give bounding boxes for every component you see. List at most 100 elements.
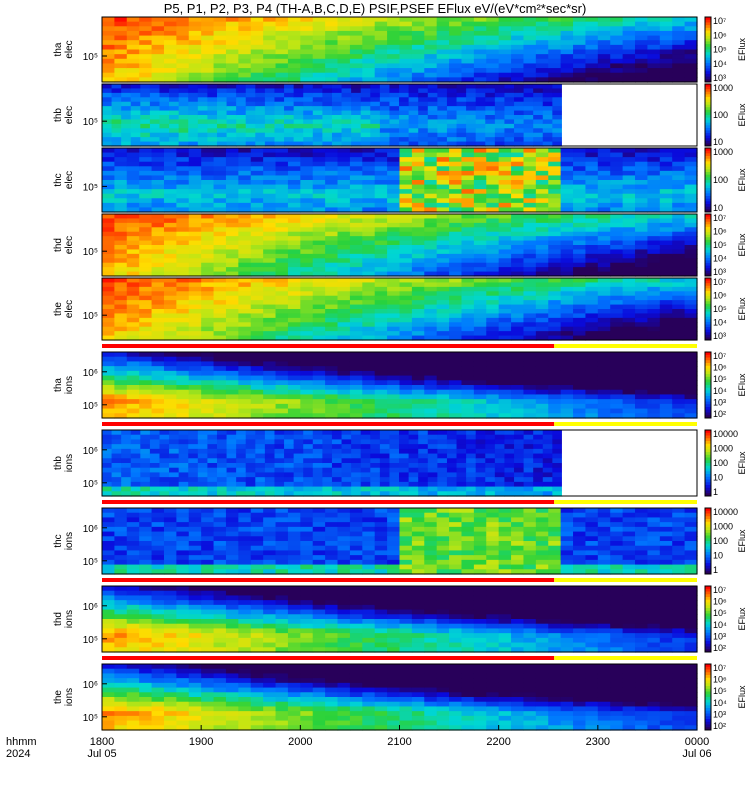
heatmap-cell	[399, 313, 413, 319]
heatmap-cell	[560, 21, 574, 27]
colorbar-tick-label: 10000	[713, 429, 738, 439]
heatmap-cell	[322, 434, 333, 441]
y-tick-label: 10⁵	[83, 117, 98, 128]
heatmap-cell	[126, 245, 140, 251]
heatmap-cell	[610, 356, 624, 363]
heatmap-cell	[349, 385, 363, 391]
heatmap-cell	[399, 207, 413, 213]
heatmap-cell	[201, 30, 215, 37]
heatmap-cell	[362, 49, 376, 55]
heatmap-cell	[102, 54, 115, 60]
heatmap-cell	[449, 258, 463, 264]
heatmap-cell	[114, 58, 128, 65]
heatmap-cell	[102, 161, 115, 167]
heatmap-cell	[349, 26, 363, 32]
heatmap-cell	[102, 282, 115, 288]
heatmap-cell	[275, 309, 289, 315]
heatmap-cell	[387, 49, 401, 55]
heatmap-cell	[287, 30, 301, 37]
colorbar-tick-label: 1	[713, 487, 718, 497]
heatmap-cell	[303, 97, 314, 103]
heatmap-cell	[374, 49, 388, 55]
heatmap-cell	[362, 361, 376, 367]
heatmap-cell	[684, 326, 698, 332]
heatmap-cell	[201, 295, 215, 301]
heatmap-cell	[300, 394, 314, 400]
heatmap-cell	[436, 54, 450, 60]
heatmap-cell	[610, 227, 624, 233]
heatmap-cell	[284, 491, 295, 497]
heatmap-cell	[498, 399, 512, 405]
heatmap-cell	[560, 157, 574, 163]
heatmap-cell	[408, 472, 419, 478]
heatmap-cell	[114, 245, 128, 251]
heatmap-cell	[597, 282, 611, 288]
heatmap-cell	[399, 389, 413, 396]
heatmap-cell	[399, 123, 410, 129]
heatmap-cell	[523, 123, 534, 129]
heatmap-cell	[548, 68, 562, 74]
heatmap-cell	[163, 40, 177, 46]
heatmap-cell	[238, 77, 252, 83]
heatmap-cell	[437, 472, 448, 478]
heatmap-cell	[511, 380, 525, 386]
heatmap-cell	[312, 439, 323, 445]
heatmap-cell	[312, 202, 326, 209]
heatmap-cell	[274, 458, 285, 464]
heatmap-cell	[349, 295, 363, 301]
heatmap-cell	[255, 467, 266, 474]
heatmap-cell	[461, 385, 475, 391]
heatmap-cell	[523, 227, 537, 233]
heatmap-cell	[349, 68, 363, 74]
heatmap-cell	[300, 375, 314, 381]
heatmap-cell	[399, 198, 413, 204]
heatmap-cell	[387, 26, 401, 32]
heatmap-cell	[176, 35, 190, 41]
colorbar-cell	[705, 221, 711, 225]
y-axis-label: elec	[64, 106, 75, 124]
heatmap-cell	[456, 444, 467, 450]
heatmap-cell	[552, 467, 563, 474]
heatmap-cell	[263, 227, 277, 233]
heatmap-cell	[169, 110, 180, 116]
heatmap-cell	[188, 72, 202, 78]
heatmap-cell	[427, 110, 438, 116]
heatmap-cell	[635, 309, 649, 315]
heatmap-cell	[560, 152, 574, 158]
heatmap-cell	[250, 231, 264, 237]
heatmap-cell	[485, 88, 496, 94]
heatmap-cell	[622, 394, 636, 400]
heatmap-cell	[436, 236, 450, 242]
heatmap-cell	[176, 49, 190, 55]
heatmap-cell	[111, 132, 122, 138]
heatmap-cell	[389, 486, 400, 492]
heatmap-cell	[337, 180, 351, 186]
colorbar-cell	[705, 234, 711, 238]
colorbar-cell	[705, 309, 711, 313]
colorbar-cell	[705, 27, 711, 32]
heatmap-cell	[466, 467, 477, 474]
heatmap-cell	[159, 439, 170, 445]
heatmap-cell	[647, 152, 661, 158]
heatmap-cell	[197, 444, 208, 450]
heatmap-cell	[303, 92, 314, 98]
heatmap-cell	[399, 97, 410, 103]
heatmap-cell	[399, 361, 413, 367]
heatmap-cell	[486, 175, 500, 181]
heatmap-cell	[542, 439, 553, 445]
heatmap-cell	[523, 141, 534, 147]
heatmap-cell	[684, 58, 698, 65]
heatmap-cell	[188, 322, 202, 328]
heatmap-cell	[548, 58, 562, 65]
heatmap-cell	[399, 481, 410, 488]
heatmap-cell	[374, 394, 388, 400]
heatmap-cell	[379, 101, 391, 107]
heatmap-cell	[226, 477, 237, 483]
heatmap-cell	[374, 403, 388, 410]
heatmap-cell	[287, 366, 301, 372]
heatmap-cell	[411, 394, 425, 400]
heatmap-cell	[504, 481, 515, 488]
heatmap-cell	[188, 137, 199, 143]
heatmap-cell	[114, 375, 128, 381]
heatmap-cell	[560, 240, 574, 246]
